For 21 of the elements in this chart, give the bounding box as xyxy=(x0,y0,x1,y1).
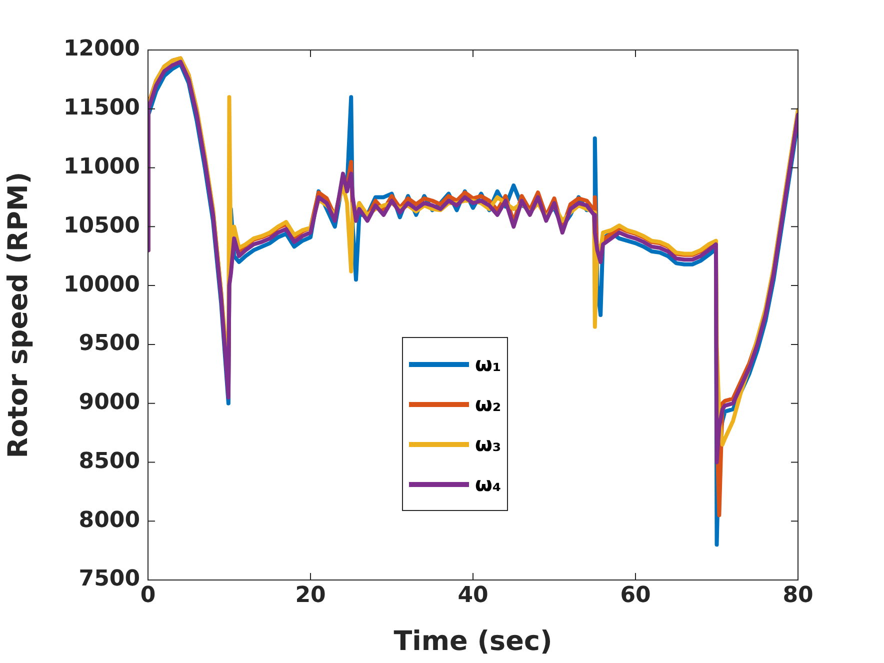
y-tick-label: 11500 xyxy=(63,96,140,121)
x-tick-label: 80 xyxy=(782,582,814,608)
y-tick-label: 11000 xyxy=(63,154,140,180)
y-axis-title: Rotor speed (RPM) xyxy=(3,172,34,458)
y-tick-label: 10500 xyxy=(63,213,140,238)
x-tick-label: 20 xyxy=(295,582,326,608)
x-axis-title: Time (sec) xyxy=(394,626,552,657)
y-tick-label: 8000 xyxy=(78,508,140,533)
legend-label: ω₄ xyxy=(475,472,502,496)
legend-label: ω₁ xyxy=(475,352,502,376)
y-tick-label: 8500 xyxy=(78,448,140,474)
y-tick-label: 7500 xyxy=(78,566,140,592)
y-tick-label: 12000 xyxy=(63,36,140,62)
legend-label: ω₃ xyxy=(475,432,502,456)
x-tick-label: 60 xyxy=(620,582,651,608)
legend-label: ω₂ xyxy=(475,392,502,416)
y-tick-label: 10000 xyxy=(63,272,140,298)
y-tick-label: 9500 xyxy=(78,331,140,356)
x-tick-label: 0 xyxy=(140,582,156,608)
y-tick-label: 9000 xyxy=(78,390,140,416)
x-tick-label: 40 xyxy=(458,582,488,608)
